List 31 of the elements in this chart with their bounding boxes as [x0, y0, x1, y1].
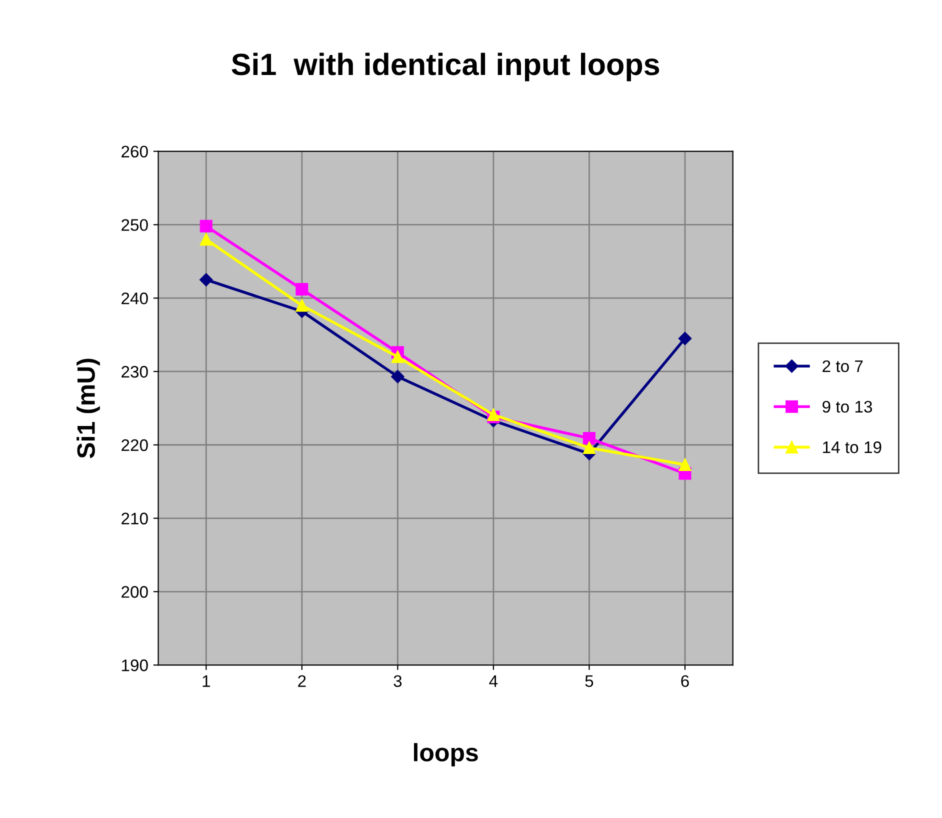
y-tick-label: 190 — [122, 659, 148, 672]
y-tick-label: 210 — [122, 512, 148, 524]
point — [200, 220, 212, 232]
x-tick-label: 5 — [585, 675, 594, 687]
point — [200, 233, 212, 246]
x-tick-label: 4 — [489, 675, 498, 687]
y-axis-title: Si1 (mU) — [76, 358, 100, 458]
point — [296, 283, 308, 296]
point — [296, 299, 308, 312]
chart-title: Si1 with identical input loops — [232, 52, 660, 82]
y-tick-label: 230 — [122, 366, 148, 378]
point — [582, 442, 596, 454]
legend-label: 9 to 13 — [822, 400, 872, 413]
y-tick-label: 200 — [122, 586, 148, 598]
y-tick-label: 250 — [122, 219, 148, 231]
point — [678, 332, 692, 346]
x-tick-label: 2 — [298, 675, 306, 687]
x-tick-label: 1 — [202, 675, 210, 687]
x-tick-label: 3 — [394, 675, 402, 687]
point — [391, 350, 404, 364]
point — [678, 458, 692, 471]
point — [200, 273, 213, 286]
legend-label: 14 to 19 — [823, 441, 882, 454]
legend-label: 2 to 7 — [822, 360, 863, 372]
point — [391, 370, 404, 384]
point — [582, 432, 596, 445]
y-tick-label: 260 — [122, 146, 148, 158]
x-tick-label: 6 — [681, 675, 689, 687]
x-axis-title: loops — [414, 743, 478, 766]
y-tick-label: 240 — [122, 292, 148, 304]
y-tick-label: 220 — [122, 439, 148, 452]
